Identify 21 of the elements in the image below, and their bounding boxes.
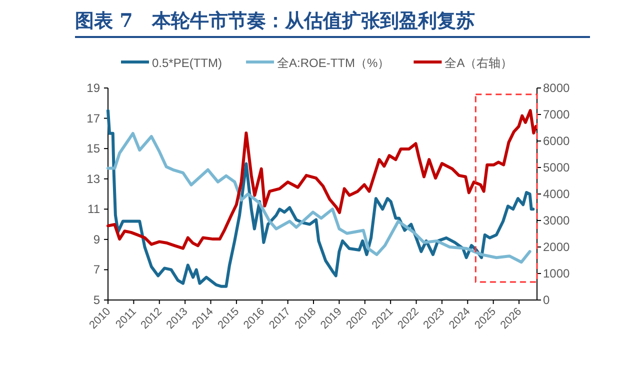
y-tick-label: 19 (86, 81, 100, 95)
y-tick-label: 11 (88, 202, 100, 216)
y2-tick-label: 1000 (543, 266, 570, 280)
y2-tick-label: 4000 (543, 187, 570, 201)
legend-label: 0.5*PE(TTM) (152, 56, 222, 70)
y-tick-label: 9 (93, 232, 100, 246)
y-tick-label: 7 (93, 262, 100, 277)
y-tick-label: 5 (93, 293, 100, 307)
y2-tick-label: 6000 (543, 134, 570, 148)
legend-label: 全A:ROE-TTM（%） (277, 56, 390, 70)
y2-tick-label: 3000 (543, 214, 570, 228)
legend-label: 全A（右轴） (444, 56, 513, 70)
y2-tick-label: 7000 (543, 108, 570, 122)
y2-tick-label: 2000 (543, 240, 570, 254)
y2-tick-label: 5000 (543, 160, 570, 174)
y2-tick-label: 0 (543, 293, 550, 307)
chart-title: 图表 7 本轮牛市节奏：从估值扩张到盈利复苏 (75, 10, 475, 32)
y-tick-label: 17 (86, 111, 100, 126)
y-tick-label: 13 (86, 172, 100, 186)
y2-tick-label: 8000 (543, 81, 570, 95)
y-tick-label: 15 (86, 142, 100, 156)
